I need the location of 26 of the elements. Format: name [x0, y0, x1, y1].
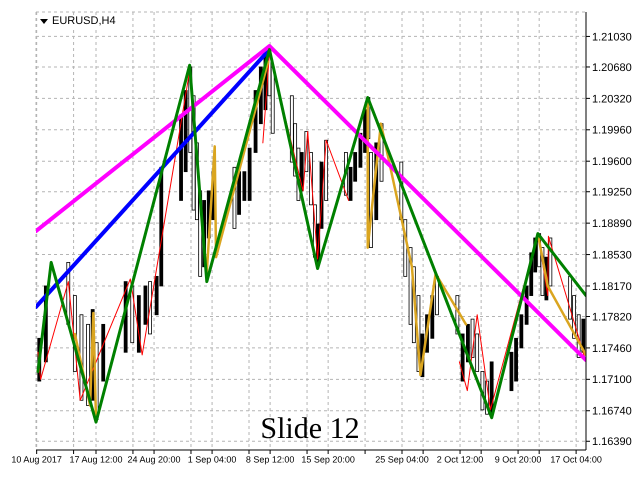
x-tick-label: 24 Aug 20:00	[128, 454, 181, 464]
x-tick-label: 2 Oct 12:00	[436, 454, 484, 464]
x-tick-label: 15 Sep 20:00	[301, 454, 355, 464]
y-tick-label: 1.19250	[592, 186, 632, 199]
y-tick-label: 1.17460	[592, 342, 632, 355]
chart-title: EURUSD,H4	[52, 15, 116, 27]
x-tick-label: 17 Oct 04:00	[550, 454, 602, 464]
y-tick-label: 1.20320	[592, 93, 632, 106]
y-tick-label: 1.21030	[592, 31, 632, 44]
x-tick-label: 25 Sep 04:00	[375, 454, 429, 464]
y-tick-label: 1.16390	[592, 436, 632, 448]
y-tick-label: 1.19600	[592, 156, 632, 168]
x-tick-label: 8 Sep 12:00	[246, 454, 294, 464]
y-tick-label: 1.18890	[592, 218, 632, 230]
annotation: Slide 12	[260, 412, 360, 445]
y-tick-label: 1.17820	[592, 311, 632, 324]
y-tick-label: 1.18530	[592, 249, 632, 262]
x-tick-label: 17 Aug 12:00	[69, 454, 123, 464]
x-tick-label: 1 Sep 04:00	[188, 454, 236, 464]
y-tick-label: 1.16740	[592, 406, 632, 418]
y-tick-label: 1.17100	[592, 374, 632, 386]
x-tick-label: 10 Aug 2017	[11, 454, 62, 464]
y-tick-label: 1.20680	[592, 62, 632, 74]
x-tick-label: 9 Oct 20:00	[494, 454, 542, 464]
y-tick-label: 1.19960	[592, 124, 632, 137]
y-tick-label: 1.18170	[592, 280, 632, 293]
